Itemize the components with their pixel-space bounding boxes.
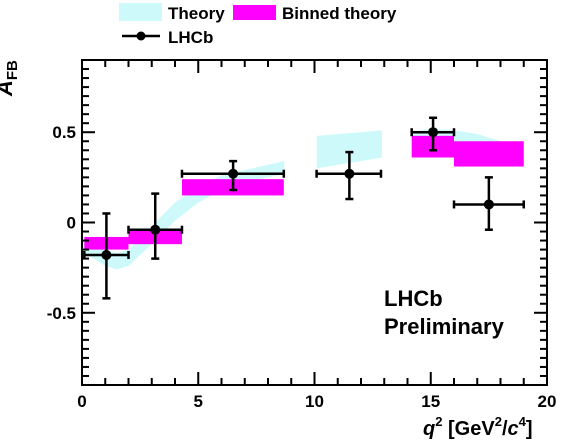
annotation-lhcb: LHCb xyxy=(384,286,443,311)
data-marker xyxy=(101,250,112,260)
legend: Theory Binned theory LHCb xyxy=(119,3,397,47)
theory-band-segment-1 xyxy=(316,130,382,169)
data-point-3 xyxy=(315,150,383,201)
y-axis-title: AFB xyxy=(0,60,21,97)
legend-theory-swatch xyxy=(119,3,162,21)
data-point-5 xyxy=(452,176,525,231)
x-tick-label: 20 xyxy=(538,392,557,411)
y-tick-label: -0.5 xyxy=(47,304,76,323)
x-tick-label: 0 xyxy=(77,392,86,411)
data-point-4 xyxy=(410,116,456,152)
tick-layer xyxy=(81,59,548,386)
data-marker xyxy=(428,127,439,138)
x-tick-label: 10 xyxy=(305,392,324,411)
legend-theory-label: Theory xyxy=(168,4,225,23)
binned-theory-layer xyxy=(84,135,524,250)
data-point-2 xyxy=(180,159,286,192)
data-point-1 xyxy=(127,192,184,260)
data-marker xyxy=(483,199,494,210)
tick-label-layer: 0 5 10 15 20 -0.5 0 0.5 xyxy=(47,123,557,411)
legend-data-marker xyxy=(136,31,146,41)
x-tick-label: 5 xyxy=(194,392,203,411)
x-axis-title: q2 [GeV2/c4] xyxy=(423,414,533,440)
x-tick-label: 15 xyxy=(421,392,440,411)
y-tick-label: 0.5 xyxy=(52,123,76,142)
theory-band-segment-0 xyxy=(82,161,285,270)
data-marker xyxy=(344,168,355,179)
data-points-layer xyxy=(83,116,525,300)
legend-binned-swatch xyxy=(233,5,276,20)
binned-theory-bar-4 xyxy=(454,141,524,167)
annotation-preliminary: Preliminary xyxy=(384,314,505,339)
legend-data-label: LHCb xyxy=(168,28,213,47)
legend-binned-label: Binned theory xyxy=(282,4,397,23)
data-marker xyxy=(150,224,161,235)
y-tick-label: 0 xyxy=(67,214,76,233)
data-point-0 xyxy=(83,212,130,300)
data-marker xyxy=(228,168,239,179)
